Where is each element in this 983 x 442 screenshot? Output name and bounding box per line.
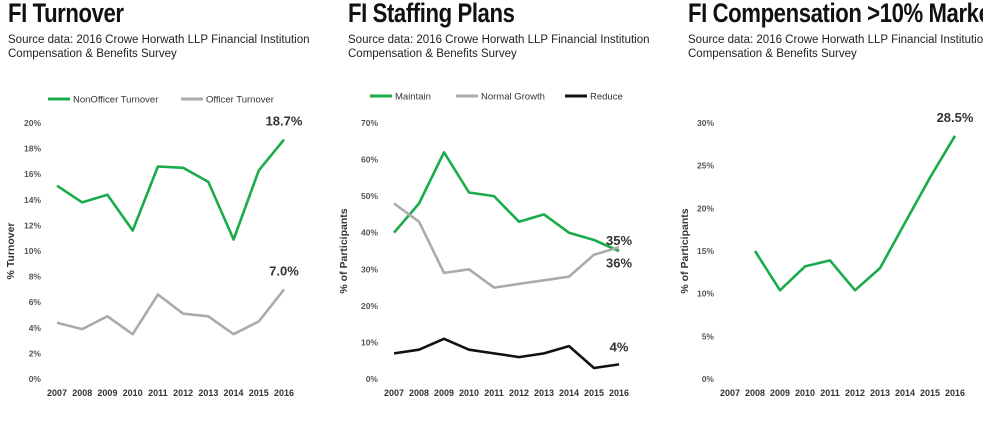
- x-tick-label: 2014: [559, 388, 579, 398]
- x-tick-label: 2012: [509, 388, 529, 398]
- legend-label: Maintain: [395, 92, 431, 103]
- x-tick-label: 2014: [895, 388, 915, 398]
- y-tick-label: 10%: [697, 289, 714, 299]
- x-tick-label: 2008: [72, 388, 92, 398]
- y-tick-label: 6%: [29, 297, 42, 307]
- y-tick-label: 30%: [697, 118, 714, 128]
- y-axis-title: % Turnover: [5, 223, 17, 280]
- y-tick-label: 5%: [702, 331, 715, 341]
- series-line: [56, 288, 286, 336]
- y-tick-label: 0%: [29, 374, 42, 384]
- y-tick-label: 20%: [697, 203, 714, 213]
- x-tick-label: 2016: [274, 388, 294, 398]
- x-tick-label: 2015: [249, 388, 269, 398]
- x-tick-label: 2012: [173, 388, 193, 398]
- x-tick-label: 2007: [720, 388, 740, 398]
- x-tick-label: 2009: [97, 388, 117, 398]
- data-label: 7.0%: [269, 263, 299, 278]
- x-tick-label: 2013: [198, 388, 218, 398]
- x-tick-label: 2011: [820, 388, 840, 398]
- chart-source: Source data: 2016 Crowe Horwath LLP Fina…: [8, 34, 310, 60]
- x-tick-label: 2012: [845, 388, 865, 398]
- x-tick-label: 2016: [945, 388, 965, 398]
- x-tick-label: 2014: [224, 388, 244, 398]
- legend-label: NonOfficer Turnover: [73, 95, 158, 106]
- series-line: [56, 138, 286, 241]
- staffing-panel: FI Staffing Plans Source data: 2016 Crow…: [348, 0, 668, 442]
- series-line: [393, 337, 620, 370]
- y-tick-label: 40%: [361, 228, 378, 238]
- series-line: [393, 202, 620, 289]
- x-tick-label: 2013: [870, 388, 890, 398]
- legend-label: Normal Growth: [481, 92, 545, 103]
- series-line: [393, 151, 620, 253]
- chart-title: FI Staffing Plans: [348, 0, 515, 28]
- x-tick-label: 2010: [459, 388, 479, 398]
- y-tick-label: 25%: [697, 161, 714, 171]
- chart-source: Source data: 2016 Crowe Horwath LLP Fina…: [348, 34, 650, 60]
- x-tick-label: 2008: [409, 388, 429, 398]
- y-tick-label: 50%: [361, 191, 378, 201]
- y-tick-label: 0%: [702, 374, 715, 384]
- chart-title: FI Compensation >10% Market: [688, 0, 983, 28]
- y-tick-label: 10%: [24, 246, 41, 256]
- chart-source: Source data: 2016 Crowe Horwath LLP Fina…: [688, 34, 983, 60]
- y-tick-label: 20%: [361, 301, 378, 311]
- y-tick-label: 60%: [361, 155, 378, 165]
- legend-label: Reduce: [590, 92, 623, 103]
- x-tick-label: 2008: [745, 388, 765, 398]
- y-axis-title: % of Participants: [338, 208, 350, 293]
- x-tick-label: 2011: [484, 388, 504, 398]
- x-tick-label: 2016: [609, 388, 629, 398]
- x-tick-label: 2007: [384, 388, 404, 398]
- y-tick-label: 8%: [29, 272, 42, 282]
- x-tick-label: 2015: [920, 388, 940, 398]
- y-tick-label: 4%: [29, 323, 42, 333]
- x-tick-label: 2007: [47, 388, 67, 398]
- y-tick-label: 18%: [24, 144, 41, 154]
- y-tick-label: 14%: [24, 195, 41, 205]
- series-line: [753, 135, 957, 292]
- y-tick-label: 10%: [361, 337, 378, 347]
- x-tick-label: 2010: [123, 388, 143, 398]
- compensation-panel: FI Compensation >10% Market Source data:…: [688, 0, 983, 442]
- y-axis-title: % of Participants: [679, 208, 691, 293]
- turnover-panel: FI Turnover Source data: 2016 Crowe Horw…: [8, 0, 328, 442]
- data-label: 36%: [606, 255, 632, 270]
- data-label: 35%: [606, 233, 632, 248]
- y-tick-label: 12%: [24, 220, 41, 230]
- data-label: 18.7%: [266, 114, 303, 129]
- x-tick-label: 2009: [770, 388, 790, 398]
- x-tick-label: 2015: [584, 388, 604, 398]
- legend-label: Officer Turnover: [206, 95, 274, 106]
- y-tick-label: 20%: [24, 118, 41, 128]
- y-tick-label: 2%: [29, 348, 42, 358]
- x-tick-label: 2013: [534, 388, 554, 398]
- y-tick-label: 0%: [366, 374, 379, 384]
- x-tick-label: 2009: [434, 388, 454, 398]
- x-tick-label: 2011: [148, 388, 168, 398]
- y-tick-label: 70%: [361, 118, 378, 128]
- data-label: 28.5%: [937, 110, 974, 125]
- data-label: 4%: [610, 339, 629, 354]
- y-tick-label: 15%: [697, 246, 714, 256]
- chart-title: FI Turnover: [8, 0, 124, 28]
- y-tick-label: 30%: [361, 264, 378, 274]
- x-tick-label: 2010: [795, 388, 815, 398]
- y-tick-label: 16%: [24, 169, 41, 179]
